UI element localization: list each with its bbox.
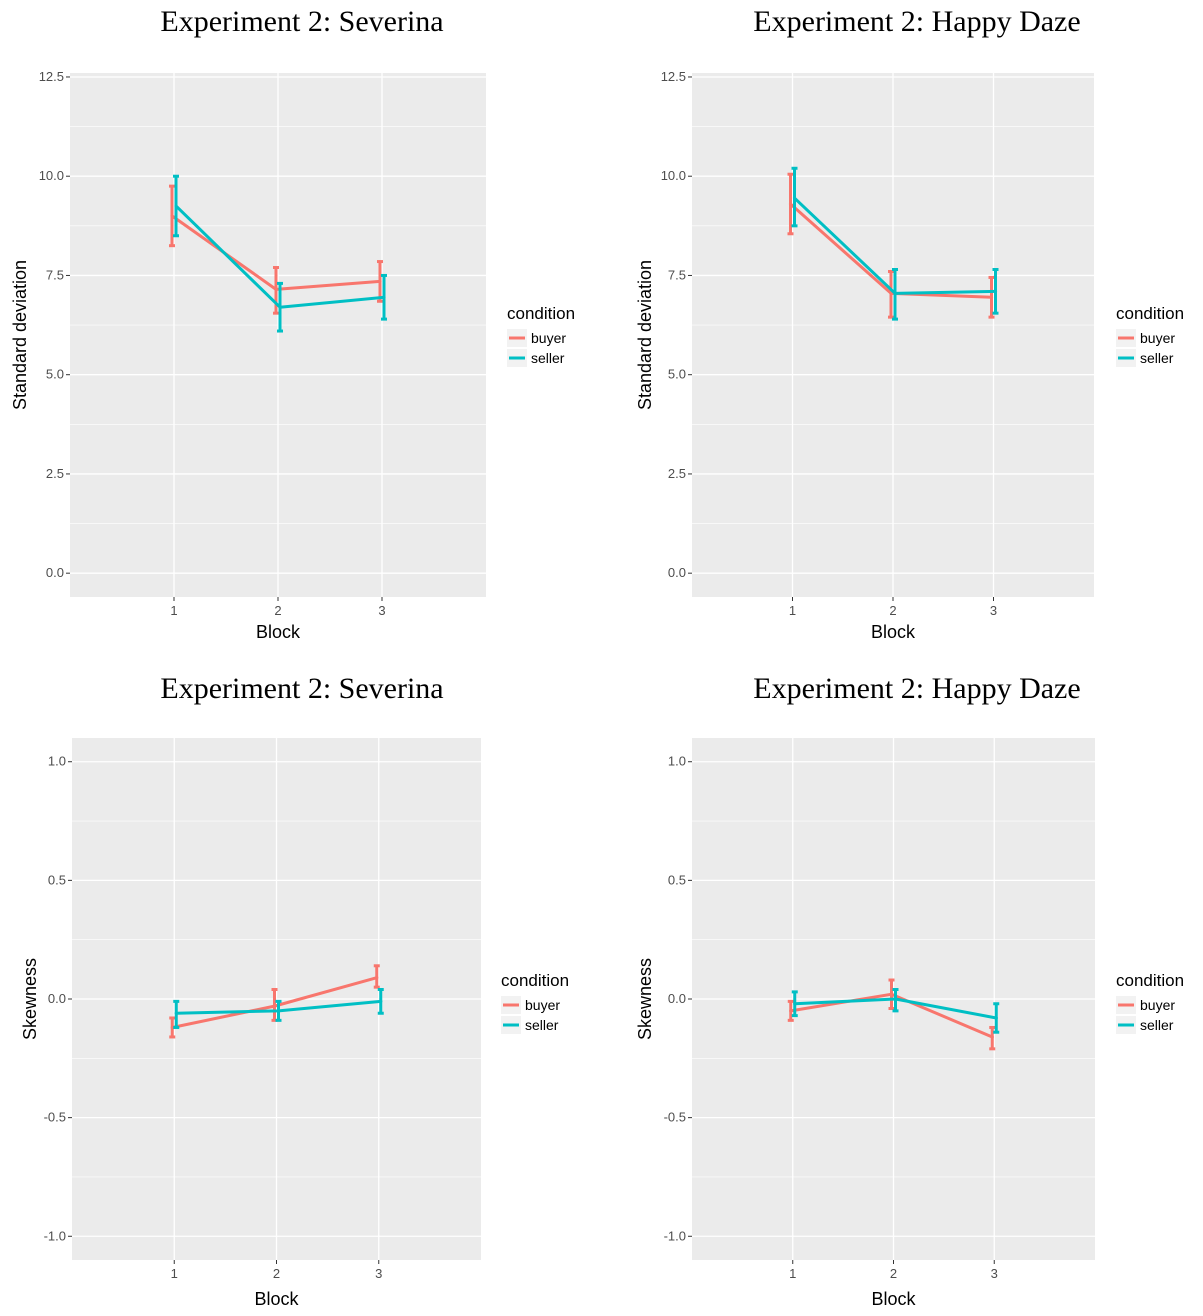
data-point-buyer: [273, 1005, 276, 1008]
data-point-buyer: [375, 976, 378, 979]
chart-panel-skew-severina: Experiment 2: Severina -1.0 -0.5 0.0 0.5 1.0 1…: [0, 660, 601, 1311]
legend-label-buyer: buyer: [531, 330, 566, 346]
data-point-seller: [995, 1016, 998, 1019]
x-axis-title: Block: [871, 622, 916, 642]
x-tick-label: 2: [274, 603, 281, 618]
x-tick-label: 3: [991, 1266, 998, 1281]
legend-title: condition: [1116, 971, 1184, 990]
x-tick-label: 2: [890, 1266, 897, 1281]
y-tick-label: 12.5: [661, 69, 686, 84]
chart-title: Experiment 2: Happy Daze: [753, 672, 1080, 705]
legend-title: condition: [507, 304, 575, 323]
y-tick-label: 10.0: [39, 168, 64, 183]
chart-svg-skew-severina: Experiment 2: Severina -1.0 -0.5 0.0 0.5 1.0 1…: [0, 660, 601, 1311]
chart-panel-sd-severina: Experiment 2: Severina 0.0 2.5 5.0 7.5 10.0 12…: [0, 0, 601, 655]
data-point-seller: [994, 290, 997, 293]
y-tick-label: 1.0: [48, 754, 66, 769]
y-axis-title: Standard deviation: [635, 260, 655, 410]
data-point-seller: [278, 306, 281, 309]
y-tick-label: 0.0: [668, 991, 686, 1006]
legend-label-buyer: buyer: [525, 997, 560, 1013]
chart-title: Experiment 2: Severina: [160, 5, 443, 38]
chart-title: Experiment 2: Happy Daze: [753, 5, 1080, 38]
chart-svg-skew-happy-daze: Experiment 2: Happy Daze -1.0 -0.5 0.0 0.5 1.…: [601, 660, 1203, 1311]
data-point-seller: [894, 997, 897, 1000]
chart-panel-skew-happy-daze: Experiment 2: Happy Daze -1.0 -0.5 0.0 0.5 1.…: [601, 660, 1203, 1311]
legend-label-seller: seller: [1140, 350, 1174, 366]
y-axis-title: Skewness: [635, 958, 655, 1040]
chart-panel-sd-happy-daze: Experiment 2: Happy Daze 0.0 2.5 5.0 7.5 10.0…: [601, 0, 1203, 655]
legend-label-seller: seller: [531, 350, 565, 366]
x-tick-label: 1: [789, 603, 796, 618]
x-tick-label: 3: [375, 1266, 382, 1281]
y-tick-label: 7.5: [46, 267, 64, 282]
data-point-seller: [277, 1009, 280, 1012]
data-point-seller: [793, 196, 796, 199]
data-point-buyer: [991, 1035, 994, 1038]
y-tick-label: 10.0: [661, 168, 686, 183]
data-point-buyer: [789, 202, 792, 205]
y-tick-label: -0.5: [664, 1110, 686, 1125]
chart-title: Experiment 2: Severina: [160, 672, 443, 705]
y-tick-label: 0.0: [46, 565, 64, 580]
y-tick-label: 7.5: [668, 267, 686, 282]
x-tick-label: 1: [789, 1266, 796, 1281]
data-point-seller: [175, 1012, 178, 1015]
y-tick-label: 0.0: [668, 565, 686, 580]
y-tick-label: -0.5: [44, 1110, 66, 1125]
data-point-seller: [382, 296, 385, 299]
legend-label-seller: seller: [525, 1017, 559, 1033]
y-tick-label: -1.0: [44, 1228, 66, 1243]
y-tick-label: 5.0: [46, 367, 64, 382]
legend-label-seller: seller: [1140, 1017, 1174, 1033]
data-point-buyer: [789, 1009, 792, 1012]
data-point-buyer: [378, 280, 381, 283]
legend-label-buyer: buyer: [1140, 997, 1175, 1013]
x-axis-title: Block: [254, 1289, 299, 1309]
x-tick-label: 3: [378, 603, 385, 618]
y-axis-title: Skewness: [20, 958, 40, 1040]
data-point-seller: [174, 204, 177, 207]
x-tick-label: 3: [990, 603, 997, 618]
y-tick-label: 12.5: [39, 69, 64, 84]
x-axis-title: Block: [871, 1289, 916, 1309]
y-tick-label: 5.0: [668, 367, 686, 382]
y-tick-label: 0.5: [48, 872, 66, 887]
x-tick-label: 2: [273, 1266, 280, 1281]
data-point-seller: [379, 1000, 382, 1003]
y-tick-label: 2.5: [46, 466, 64, 481]
x-tick-label: 1: [170, 603, 177, 618]
data-point-seller: [793, 1002, 796, 1005]
x-tick-label: 1: [171, 1266, 178, 1281]
y-tick-label: 0.5: [668, 872, 686, 887]
y-tick-label: -1.0: [664, 1228, 686, 1243]
x-axis-title: Block: [256, 622, 301, 642]
y-tick-label: 1.0: [668, 754, 686, 769]
data-point-buyer: [170, 214, 173, 217]
y-axis-title: Standard deviation: [10, 260, 30, 410]
legend-title: condition: [1116, 304, 1184, 323]
data-point-buyer: [890, 993, 893, 996]
x-tick-label: 2: [889, 603, 896, 618]
y-tick-label: 2.5: [668, 466, 686, 481]
data-point-buyer: [274, 288, 277, 291]
y-tick-label: 0.0: [48, 991, 66, 1006]
data-point-buyer: [990, 296, 993, 299]
chart-svg-sd-severina: Experiment 2: Severina0.02.55.07.510.012…: [0, 0, 601, 655]
legend-label-buyer: buyer: [1140, 330, 1175, 346]
legend-title: condition: [501, 971, 569, 990]
chart-svg-sd-happy-daze: Experiment 2: Happy Daze 0.0 2.5 5.0 7.5 10.0…: [601, 0, 1203, 655]
data-point-seller: [893, 292, 896, 295]
